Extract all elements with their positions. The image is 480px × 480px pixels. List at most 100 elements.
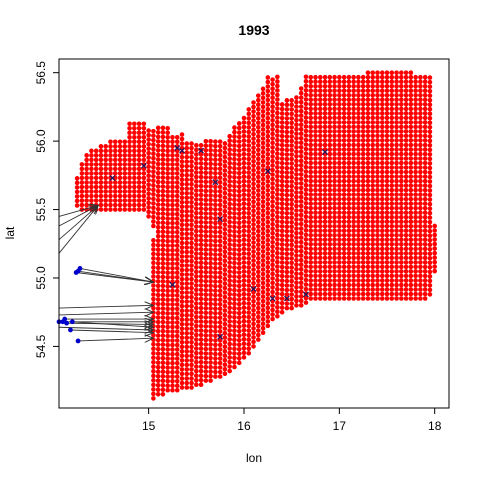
grid-point [356,125,361,130]
grid-point [156,193,161,198]
grid-point [266,134,271,139]
grid-point [280,143,285,148]
grid-point [184,290,189,295]
grid-point [313,165,318,170]
grid-point [337,183,342,188]
grid-point [418,125,423,130]
grid-point [289,161,294,166]
grid-point [251,114,256,119]
grid-point [251,191,256,196]
grid-point [318,129,323,134]
grid-point [84,189,89,194]
grid-point [347,251,352,256]
grid-point [161,324,166,329]
grid-point [151,392,156,397]
grid-point [375,170,380,175]
grid-point [399,138,404,143]
grid-point [275,296,280,301]
grid-point [184,150,189,155]
grid-point [251,141,256,146]
grid-point [94,167,99,172]
grid-point [347,287,352,292]
grid-point [361,233,366,238]
grid-point [394,84,399,89]
grid-point [242,134,247,139]
grid-point [404,192,409,197]
grid-point [289,166,294,171]
grid-point [170,307,175,312]
grid-point [146,137,151,142]
grid-point [356,97,361,102]
grid-point [208,265,213,270]
grid-point [113,144,118,149]
grid-point [275,174,280,179]
grid-point [256,98,261,103]
grid-point [232,134,237,139]
grid-point [409,152,414,157]
grid-point [308,292,313,297]
grid-point [189,277,194,282]
grid-point [175,158,180,163]
grid-point [204,333,209,338]
grid-point [423,165,428,170]
grid-point [175,234,180,239]
grid-point [194,179,199,184]
grid-point [347,283,352,288]
grid-point [294,222,299,227]
grid-point [299,172,304,177]
grid-point [165,275,170,280]
grid-point [165,289,170,294]
grid-point [175,302,180,307]
grid-point [285,224,290,229]
grid-point [404,251,409,256]
grid-point [266,251,271,256]
grid-point [404,183,409,188]
grid-point [142,207,147,212]
grid-point [428,125,433,130]
grid-point [246,243,251,248]
grid-point [218,148,223,153]
grid-point [180,313,185,318]
grid-point [342,224,347,229]
grid-point [323,120,328,125]
grid-point [285,184,290,189]
grid-point [337,292,342,297]
grid-point [366,233,371,238]
grid-point [342,129,347,134]
grid-point [156,166,161,171]
grid-point [165,185,170,190]
grid-point [266,310,271,315]
grid-point [328,165,333,170]
grid-point [170,180,175,185]
grid-point [242,120,247,125]
grid-point [399,283,404,288]
grid-point [199,279,204,284]
grid-point [199,197,204,202]
grid-point [246,130,251,135]
grid-point [304,224,309,229]
grid-point [261,213,266,218]
grid-point [409,125,414,130]
grid-point [342,188,347,193]
grid-point [413,116,418,121]
grid-point [218,171,223,176]
grid-point [189,200,194,205]
grid-point [289,98,294,103]
grid-point [256,170,261,175]
grid-point [180,304,185,309]
grid-point [351,247,356,252]
grid-point [289,215,294,220]
grid-point [204,297,209,302]
grid-point [156,288,161,293]
grid-point [308,278,313,283]
grid-point [189,372,194,377]
grid-point [118,140,123,145]
grid-point [347,265,352,270]
grid-point [175,176,180,181]
grid-point [132,185,137,190]
grid-point [146,128,151,133]
grid-point [223,250,228,255]
grid-point [375,102,380,107]
grid-point [337,269,342,274]
